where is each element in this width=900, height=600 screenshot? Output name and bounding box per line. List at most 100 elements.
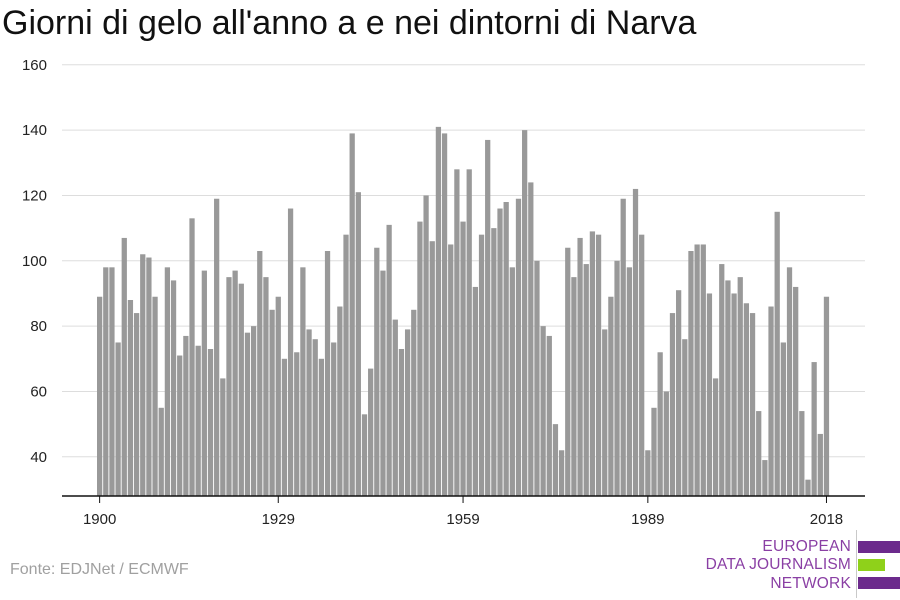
bar-2010 [774,211,780,497]
bar-1989 [645,450,651,496]
bar-2007 [756,411,762,496]
y-tick-label-60: 60 [30,383,47,400]
bar-2015 [805,479,811,496]
bar-1908 [146,257,152,496]
bar-1956 [441,133,448,496]
bar-1997 [694,244,700,496]
bar-1921 [226,277,232,496]
bar-1933 [300,267,306,496]
bar-1959 [460,221,466,496]
bar-2005 [743,303,750,496]
bar-2001 [719,264,725,496]
bar-1949 [398,349,405,496]
bar-1992 [663,391,669,496]
bar-1964 [491,228,497,496]
bar-1922 [232,270,238,496]
bar-1916 [195,345,201,496]
bar-1976 [565,247,571,496]
bar-1932 [294,352,300,496]
bar-1971 [534,260,540,496]
bar-1969 [522,130,528,496]
bar-1909 [152,296,158,496]
chart-title: Giorni di gelo all'anno a e nei dintorni… [2,4,697,42]
bar-1995 [682,339,688,496]
logo-bar-purple-top [858,541,900,553]
bar-2004 [737,277,743,496]
bar-1952 [417,221,423,496]
edjnet-logo: EUROPEAN DATA JOURNALISM NETWORK [706,530,900,598]
y-tick-label-160: 160 [22,57,47,74]
bar-1991 [657,352,663,496]
bar-1935 [312,339,318,496]
bar-2006 [749,313,756,496]
bar-1954 [429,241,435,496]
bar-1986 [626,267,632,496]
bar-1923 [238,283,244,496]
bar-1972 [540,326,546,496]
bar-1940 [343,234,349,497]
bar-1979 [583,264,589,496]
bar-1947 [386,224,392,496]
bar-1978 [577,237,583,496]
y-tick-label-100: 100 [22,253,47,270]
bar-1990 [651,407,657,496]
bar-1961 [472,286,478,496]
logo-text-line-1: EUROPEAN [762,538,851,555]
bar-1919 [214,198,220,497]
bar-1996 [688,251,694,496]
x-axis-ticks: 1900 1929 1959 1989 2018 [83,496,843,528]
y-tick-label-140: 140 [22,122,47,139]
bar-1977 [571,277,577,496]
y-axis-tick-labels: 40 60 80 100 120 140 160 [22,57,47,466]
bar-2008 [762,460,768,496]
x-tick-label-1989: 1989 [631,511,664,528]
y-tick-label-40: 40 [30,449,47,466]
bar-1934 [306,329,312,496]
bar-1903 [115,342,121,496]
bar-1967 [509,267,515,496]
bar-1941 [349,133,355,496]
bar-2016 [811,362,817,496]
bar-1943 [361,414,368,496]
bar-1938 [331,342,337,496]
bar-1911 [164,267,171,496]
bar-1958 [454,169,460,496]
x-tick-label-1900: 1900 [83,511,116,528]
bar-1946 [380,270,386,496]
bar-1939 [337,306,343,496]
bar-1998 [700,244,706,496]
bar-2017 [817,433,823,496]
bar-1987 [632,188,639,496]
x-tick-label-2018: 2018 [810,511,843,528]
bar-1948 [392,319,398,496]
bar-1930 [281,358,288,496]
bar-1962 [478,234,485,497]
bar-1925 [250,326,257,496]
source-note: Fonte: EDJNet / ECMWF [10,561,189,578]
bar-1931 [287,208,294,496]
bar-1973 [546,335,552,496]
bar-1957 [448,244,454,496]
bar-1914 [183,335,189,496]
bar-1980 [589,231,596,496]
bar-1915 [189,218,195,496]
bar-2009 [768,306,774,496]
bar-1905 [127,300,134,496]
bar-1988 [639,234,645,497]
x-tick-label-1929: 1929 [262,511,295,528]
bar-1927 [263,277,269,496]
bar-1906 [133,313,140,496]
bar-1974 [552,424,559,496]
logo-bar-purple-bottom [858,577,900,589]
y-tick-label-120: 120 [22,187,47,204]
bar-1981 [595,234,602,497]
bar-1951 [411,309,417,496]
bar-1920 [220,378,226,496]
bar-1912 [170,280,177,496]
bar-1918 [207,349,214,496]
bar-1913 [177,355,183,496]
bar-1970 [528,182,534,496]
bar-1966 [503,202,509,496]
bar-1902 [109,267,115,496]
bar-1982 [602,329,608,496]
